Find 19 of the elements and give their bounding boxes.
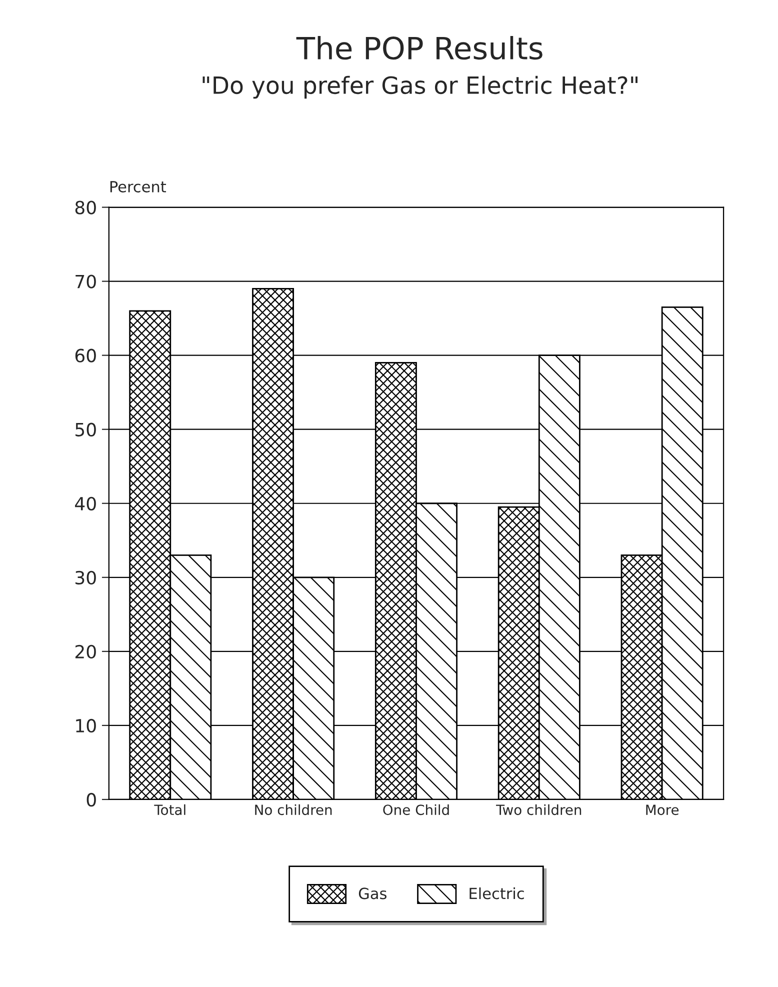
y-tick-label: 20	[75, 644, 96, 659]
legend-label: Gas	[358, 888, 386, 900]
legend-label: Electric	[470, 887, 524, 900]
y-tick-label: 80	[75, 200, 96, 214]
x-tick-label: Two children	[496, 804, 582, 816]
chart-title: The POP Results	[296, 36, 542, 60]
x-tick-label: No children	[255, 804, 332, 816]
y-tick-label: 10	[76, 718, 96, 733]
y-tick-label: 50	[76, 422, 96, 436]
x-tick-label: More	[646, 804, 679, 816]
y-tick-label: 30	[76, 570, 96, 585]
y-tick-label: 0	[86, 792, 96, 807]
chart-subtitle: "Do you prefer Gas or Electric Heat?"	[202, 76, 638, 99]
x-tick-label: Total	[154, 804, 186, 816]
y-tick-label: 40	[75, 496, 96, 510]
y-tick-label: 70	[76, 274, 96, 288]
x-tick-label: One Child	[383, 804, 449, 816]
y-axis-title: Percent	[110, 181, 166, 192]
y-tick-label: 60	[75, 348, 96, 362]
